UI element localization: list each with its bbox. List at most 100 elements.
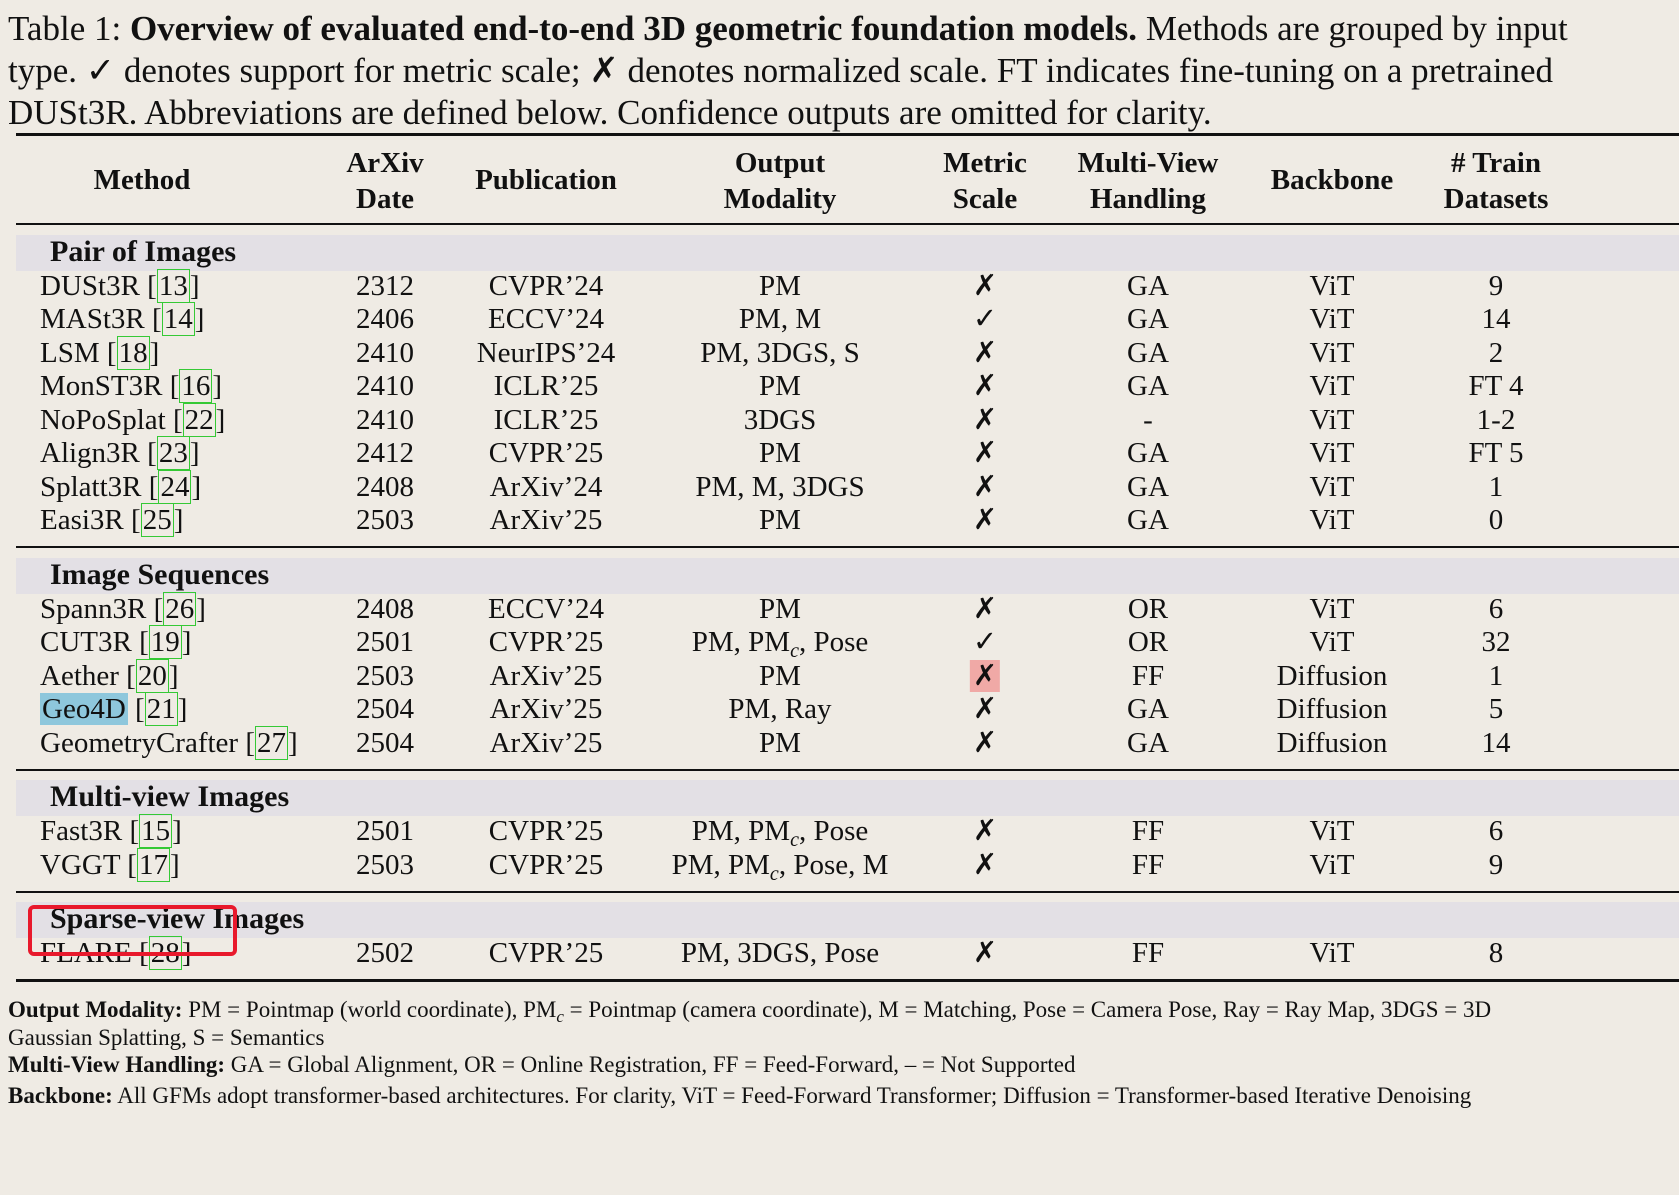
publication-cell: CVPR’25 — [488, 626, 604, 658]
metric-scale-mark: ✗ — [972, 593, 998, 625]
header-mv-1: Multi-View — [1077, 147, 1219, 179]
backbone-cell: ViT — [1309, 626, 1355, 658]
metric-scale-mark: ✗ — [972, 849, 998, 881]
publication-cell: ECCV’24 — [488, 593, 604, 625]
multiview-handling-cell: GA — [1127, 303, 1169, 335]
method-name: Easi3R — [40, 504, 124, 536]
backbone-cell: ViT — [1309, 815, 1355, 847]
header-output: Output Modality — [724, 145, 837, 217]
note-om-sub: c — [556, 1007, 564, 1026]
metric-scale-cell: ✗ — [973, 935, 997, 971]
output-modality-cell: PM, Ray — [728, 693, 832, 725]
caption-title: Overview of evaluated end-to-end 3D geom… — [129, 9, 1138, 48]
arxiv-date-cell: 2312 — [356, 270, 414, 302]
method-name: Fast3R — [40, 815, 123, 847]
backbone-cell: Diffusion — [1276, 660, 1388, 692]
arxiv-date-cell: 2406 — [356, 303, 414, 335]
citation-link[interactable]: 13 — [156, 269, 190, 303]
backbone-cell: Diffusion — [1276, 727, 1388, 759]
publication-cell: ArXiv’25 — [489, 693, 603, 725]
metric-scale-mark: ✗ — [972, 471, 998, 503]
train-datasets-cell: 1 — [1488, 471, 1504, 503]
multiview-handling-cell: OR — [1127, 593, 1169, 625]
citation-link[interactable]: 23 — [156, 436, 190, 470]
method-cell: Easi3R [25] — [40, 503, 184, 537]
citation-link[interactable]: 27 — [255, 726, 288, 760]
output-modality-cell: PM — [759, 727, 801, 759]
header-arxiv: ArXiv Date — [346, 145, 423, 217]
citation-link[interactable]: 22 — [182, 403, 216, 437]
backbone-cell: ViT — [1309, 849, 1355, 881]
citation-link[interactable]: 25 — [140, 503, 174, 537]
train-datasets-cell: 6 — [1488, 593, 1504, 625]
backbone-cell: ViT — [1309, 337, 1355, 369]
metric-scale-mark: ✗ — [972, 504, 998, 536]
multiview-handling-cell: GA — [1127, 693, 1169, 725]
multiview-handling-cell: - — [1143, 404, 1153, 436]
group-band-pair — [16, 235, 1679, 271]
arxiv-date-cell: 2503 — [356, 660, 414, 692]
metric-scale-cell: ✗ — [973, 402, 997, 438]
metric-scale-mark: ✗ — [972, 337, 998, 369]
method-name: Aether — [40, 660, 119, 692]
metric-scale-cell: ✗ — [973, 368, 997, 404]
metric-scale-cell: ✗ — [973, 847, 997, 883]
method-cell: MASt3R [14] — [40, 302, 205, 336]
citation-link[interactable]: 21 — [144, 692, 178, 726]
multiview-handling-cell: GA — [1127, 370, 1169, 402]
output-modality-cell: PM, M — [738, 303, 822, 335]
metric-scale-mark: ✗ — [972, 815, 998, 847]
method-name: LSM — [40, 337, 100, 369]
caption-label: Table 1: — [8, 9, 122, 48]
group-label-sequences: Image Sequences — [50, 558, 270, 591]
citation-link[interactable]: 26 — [163, 592, 197, 626]
backbone-cell: ViT — [1309, 593, 1355, 625]
citation-link[interactable]: 24 — [158, 470, 192, 504]
note-om-text-b: = Pointmap (camera coordinate), M = Matc… — [569, 997, 1492, 1022]
header-train-1: # Train — [1451, 147, 1541, 179]
caption-line-3: DUSt3R. Abbreviations are defined below.… — [8, 93, 1212, 132]
metric-scale-cell: ✗ — [973, 725, 997, 761]
multiview-handling-cell: FF — [1131, 815, 1165, 847]
caption-text-1: Methods are grouped by input — [1145, 9, 1568, 48]
publication-cell: NeurIPS’24 — [476, 337, 616, 369]
output-subscript: c — [790, 829, 799, 851]
publication-cell: ECCV’24 — [488, 303, 604, 335]
train-datasets-cell: 9 — [1488, 270, 1504, 302]
multiview-handling-cell: GA — [1127, 471, 1169, 503]
output-modality-cell: PM, PMc, Pose — [692, 813, 869, 858]
header-output-1: Output — [734, 147, 826, 179]
metric-scale-cell: ✗ — [973, 502, 997, 538]
header-train-2: Datasets — [1443, 183, 1549, 215]
citation-link[interactable]: 16 — [179, 369, 213, 403]
train-datasets-cell: 8 — [1488, 937, 1504, 969]
metric-scale-mark: ✗ — [972, 437, 998, 469]
method-cell: LSM [18] — [40, 336, 160, 370]
output-text-a: PM, PM — [691, 815, 791, 847]
citation-link[interactable]: 15 — [139, 814, 173, 848]
backbone-cell: Diffusion — [1276, 693, 1388, 725]
citation-link[interactable]: 18 — [116, 336, 150, 370]
publication-cell: ArXiv’25 — [489, 727, 603, 759]
note-multiview: Multi-View Handling: GA = Global Alignme… — [8, 1050, 1075, 1080]
citation-link[interactable]: 19 — [148, 625, 182, 659]
metric-scale-cell: ✗ — [973, 268, 997, 304]
citation-link[interactable]: 14 — [161, 302, 195, 336]
metric-scale-cell: ✗ — [973, 435, 997, 471]
output-modality-cell: PM, PMc, Pose, M — [672, 847, 889, 892]
rule-after-pair — [16, 546, 1679, 548]
output-text-a: PM, PM — [691, 626, 791, 658]
output-modality-cell: PM — [759, 437, 801, 469]
output-text-b: , Pose — [798, 626, 869, 658]
method-cell: Spann3R [26] — [40, 592, 206, 626]
method-name: Spann3R — [40, 593, 147, 625]
header-output-2: Modality — [723, 183, 837, 215]
note-bb-label: Backbone: — [8, 1083, 113, 1108]
method-name: VGGT — [40, 849, 121, 881]
publication-cell: CVPR’25 — [488, 849, 604, 881]
citation-link[interactable]: 20 — [135, 659, 169, 693]
multiview-handling-cell: FF — [1131, 660, 1165, 692]
caption-line-2: type. ✓ denotes support for metric scale… — [8, 51, 1554, 90]
group-label-pair: Pair of Images — [50, 235, 237, 268]
citation-link[interactable]: 17 — [136, 848, 170, 882]
